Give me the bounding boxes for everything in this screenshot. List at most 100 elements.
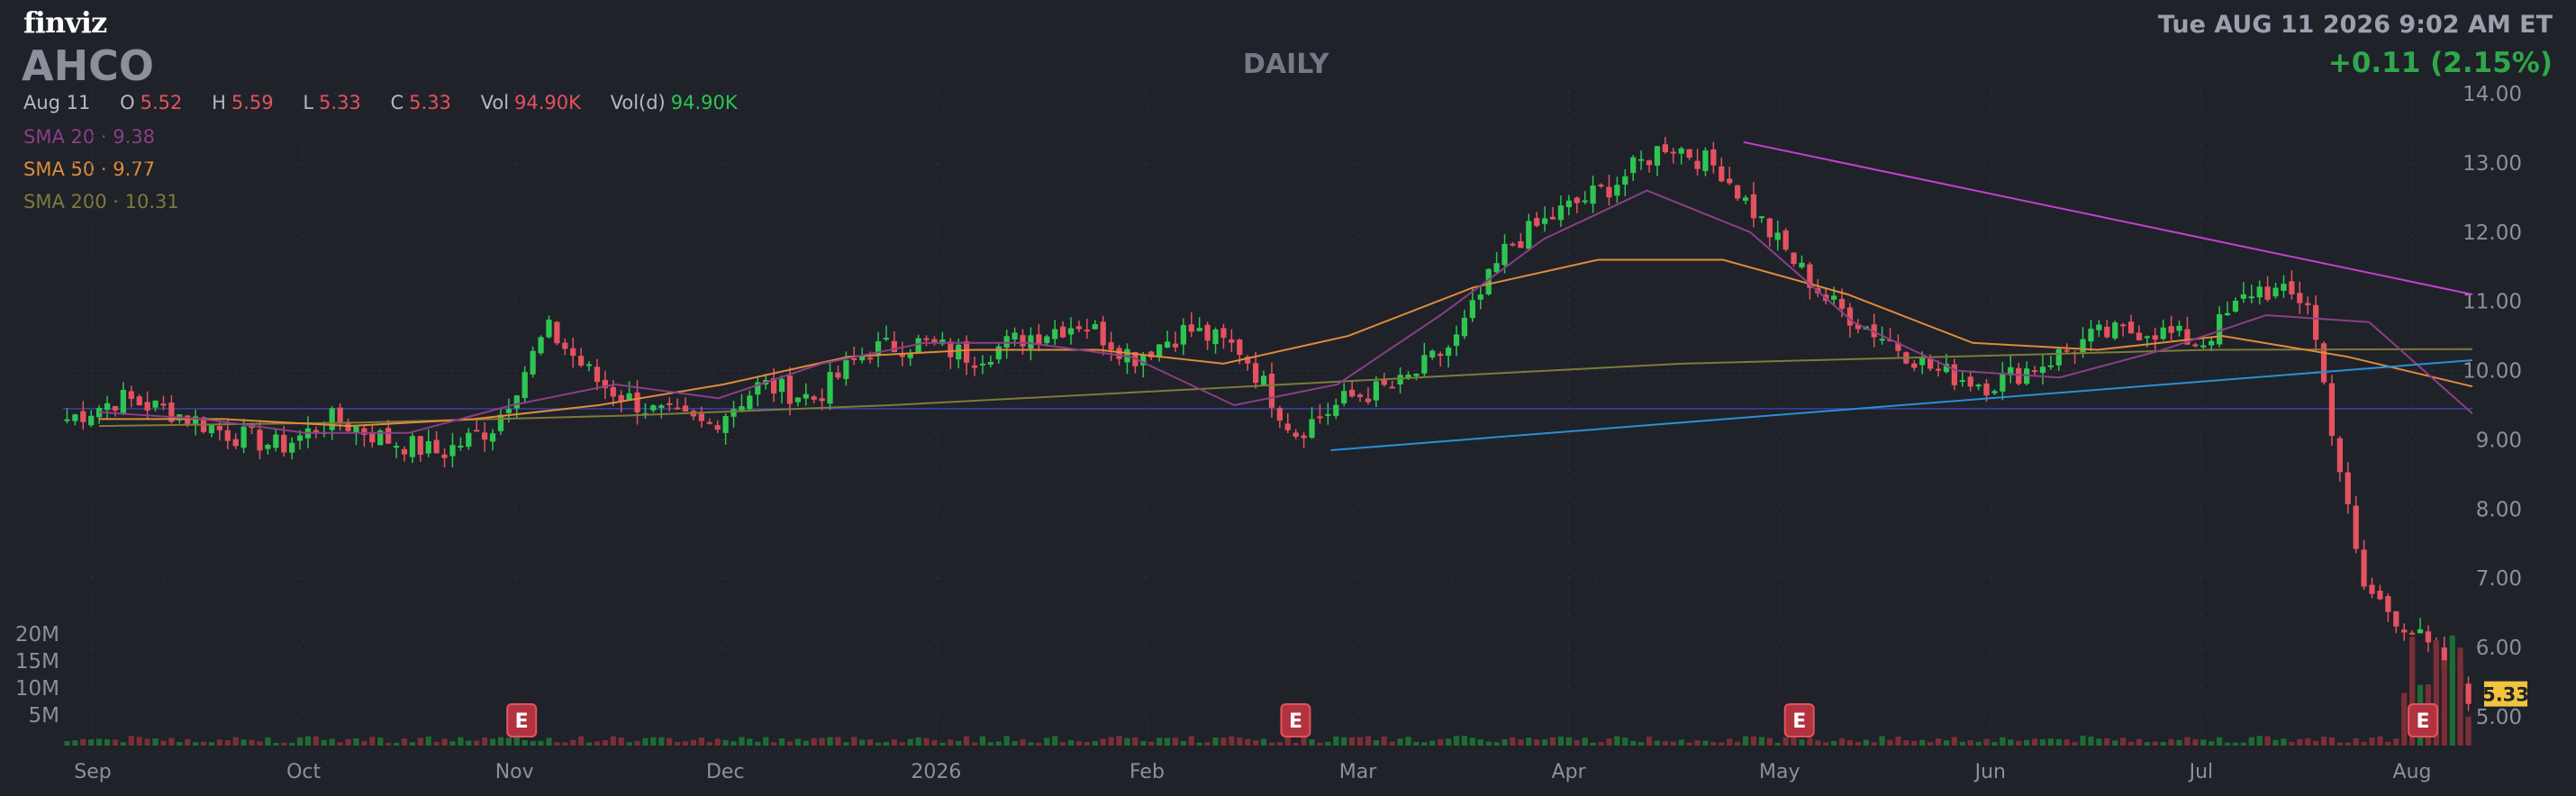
volume-bar — [987, 742, 993, 746]
candle-body — [2272, 287, 2279, 297]
candle-body — [1493, 263, 1500, 273]
volume-bar — [2152, 741, 2158, 746]
volume-bar — [240, 739, 247, 746]
volume-bar — [1518, 739, 1524, 746]
volume-bar — [610, 736, 616, 746]
volume-bar — [2192, 739, 2199, 746]
volume-bar — [2039, 738, 2046, 746]
volume-bar — [273, 742, 279, 746]
volume-bar — [2320, 737, 2327, 746]
candle-body — [441, 454, 448, 458]
candle-body — [1268, 374, 1275, 408]
price-change: +0.11 (2.15%) — [2327, 47, 2553, 79]
candle-body — [329, 408, 335, 430]
candle-body — [1156, 344, 1163, 357]
candle-body — [449, 445, 456, 457]
y-tick-label: 10.00 — [2463, 360, 2522, 384]
candle-body — [1309, 419, 1315, 439]
volume-bar — [1469, 737, 1475, 746]
volume-bar — [634, 740, 640, 746]
earnings-marker[interactable] — [1280, 703, 1311, 737]
volume-bar — [2441, 660, 2447, 746]
volume-bar — [570, 739, 576, 746]
volume-bar — [2047, 738, 2054, 746]
volume-bar — [1148, 741, 1155, 746]
volume-bar — [1036, 742, 1042, 746]
candle-body — [1276, 408, 1283, 421]
volume-value: 94.90K — [514, 92, 581, 113]
candle-body — [296, 435, 304, 441]
volume-bar — [530, 741, 536, 746]
volume-bar — [2297, 738, 2303, 746]
candle-body — [1188, 324, 1194, 332]
candle-body — [1108, 342, 1114, 350]
volume-bar — [1838, 737, 1846, 746]
candle-body — [1373, 381, 1379, 401]
volume-bar — [1044, 737, 1050, 746]
candle-body — [1253, 363, 1259, 384]
candle-body — [1678, 148, 1684, 154]
volume-bar — [1438, 738, 1444, 746]
candle-body — [1557, 205, 1565, 221]
volume-bar — [755, 741, 761, 746]
volume-bar — [1124, 737, 1130, 746]
volume-bar — [216, 739, 222, 746]
volume-bar — [1421, 742, 1428, 746]
sma20-legend[interactable]: SMA 20 · 9.38 — [23, 126, 155, 148]
volume-bar — [2144, 742, 2150, 746]
volume-bar — [185, 739, 191, 746]
earnings-marker[interactable] — [1783, 703, 1815, 737]
earnings-marker[interactable] — [2408, 703, 2438, 737]
volume-bar — [602, 740, 608, 746]
candle-body — [1911, 363, 1918, 368]
volume-bar — [747, 738, 753, 746]
candle-body — [2209, 340, 2215, 346]
candle-body — [1638, 158, 1645, 161]
candle-body — [2441, 647, 2447, 668]
candle-body — [1919, 357, 1926, 366]
sma200-legend[interactable]: SMA 200 · 10.31 — [23, 191, 179, 213]
ohlc-readout: Aug 11 O 5.52 H 5.59 L 5.33 C 5.33 Vol 94.90K… — [23, 92, 743, 113]
candle-body — [1622, 176, 1628, 185]
candle-body — [2264, 286, 2271, 300]
candle-body — [1204, 324, 1211, 341]
candle-body — [771, 377, 777, 393]
finviz-logo[interactable]: finviz — [23, 5, 107, 40]
volume-bar — [345, 738, 351, 746]
volume-bar — [554, 742, 560, 746]
volume-bar — [1373, 740, 1379, 746]
candle-body — [786, 375, 794, 404]
volume-bar — [1951, 737, 1957, 746]
candle-body — [2096, 324, 2102, 330]
volume-bar — [96, 738, 103, 746]
candle-body — [2320, 343, 2327, 383]
candle-body — [706, 421, 712, 424]
candle-body — [1967, 376, 1973, 387]
volume-bar — [2160, 741, 2166, 746]
volume-bar — [2217, 737, 2223, 746]
volume-bar — [513, 736, 520, 746]
candle-body — [1469, 300, 1475, 319]
earnings-marker[interactable] — [506, 703, 538, 737]
candle-body — [2289, 281, 2295, 294]
volume-bar — [2080, 736, 2086, 746]
volume-bar — [939, 742, 946, 746]
candle-body — [755, 382, 761, 395]
volume-bar — [1799, 739, 1805, 746]
candle-body — [2136, 332, 2143, 340]
volume-bar — [1276, 742, 1283, 746]
candle-body — [1727, 178, 1733, 184]
candle-body — [2313, 304, 2319, 340]
volume-bar — [64, 741, 70, 746]
candle-body — [2224, 312, 2231, 316]
candle-body — [1245, 357, 1251, 364]
sma50-legend[interactable]: SMA 50 · 9.77 — [23, 158, 155, 180]
candle-body — [2281, 284, 2287, 291]
volume-bar — [433, 741, 440, 746]
volume-bar — [2345, 742, 2351, 746]
candle-body — [1413, 373, 1420, 376]
volume-bar — [730, 741, 737, 746]
candle-body — [1630, 157, 1637, 174]
candle-body — [1518, 240, 1524, 249]
